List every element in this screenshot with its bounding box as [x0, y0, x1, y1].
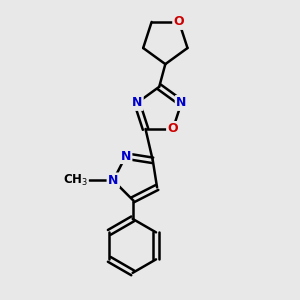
Text: O: O: [168, 122, 178, 136]
Text: N: N: [121, 150, 131, 163]
Text: O: O: [174, 16, 184, 28]
Text: N: N: [108, 174, 119, 187]
Text: CH$_3$: CH$_3$: [63, 173, 88, 188]
Text: N: N: [176, 96, 187, 110]
Text: N: N: [132, 96, 142, 110]
